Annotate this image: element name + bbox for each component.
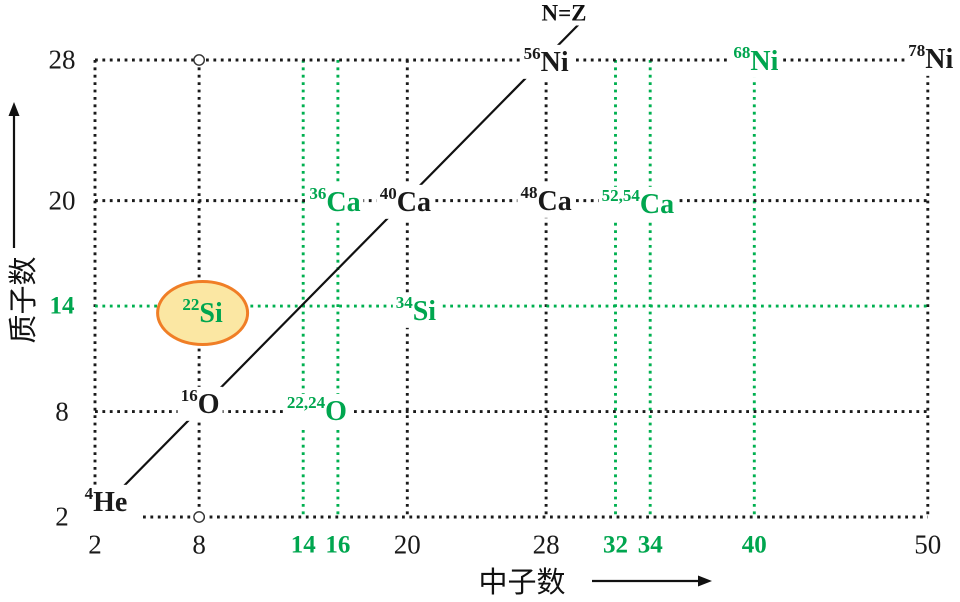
open-circle-marker-1	[193, 511, 206, 523]
nuclide-label-52,54Ca: 52,54Ca	[598, 185, 678, 222]
element-symbol: O	[197, 389, 220, 421]
mass-number: 4	[84, 483, 94, 503]
nuclide-label-22Si: 22Si	[179, 296, 225, 330]
element-symbol: Si	[412, 296, 437, 328]
element-symbol: O	[325, 396, 347, 428]
y-axis-title: 质子数	[6, 256, 40, 344]
element-symbol: Ni	[540, 47, 569, 79]
y-tick-label-20: 20	[48, 185, 76, 216]
x-tick-label-20: 20	[393, 529, 421, 560]
x-axis-arrow-head	[698, 575, 712, 587]
x-axis-title: 中子数	[478, 565, 566, 599]
open-circle-marker-0	[193, 54, 206, 66]
mass-number: 16	[180, 385, 198, 405]
x-tick-label-40: 40	[741, 531, 767, 559]
x-tick-label-14: 14	[290, 531, 316, 559]
x-tick-label-28: 28	[532, 529, 560, 560]
element-symbol: Ca	[396, 187, 432, 219]
nz-line-label: N=Z	[537, 0, 591, 26]
mass-number: 48	[520, 182, 538, 202]
element-symbol: Ni	[925, 44, 954, 76]
x-tick-label-2: 2	[88, 529, 102, 560]
x-tick-label-50: 50	[914, 529, 942, 560]
mass-number: 34	[395, 292, 413, 312]
nuclide-label-40Ca: 40Ca	[376, 183, 435, 220]
x-tick-label-34: 34	[637, 531, 663, 559]
x-tick-label-32: 32	[603, 531, 628, 559]
x-tick-label-16: 16	[325, 531, 351, 559]
y-axis-arrow-head	[8, 102, 20, 116]
y-tick-label-28: 28	[48, 44, 76, 75]
element-symbol: He	[93, 487, 128, 519]
y-tick-label-2: 2	[55, 501, 69, 532]
mass-number: 68	[733, 42, 751, 62]
nuclide-label-78Ni: 78Ni	[905, 40, 957, 77]
y-tick-label-14: 14	[49, 292, 75, 320]
element-symbol: Ca	[537, 186, 572, 218]
nuclide-label-22,24O: 22,24O	[283, 392, 350, 429]
nuclide-label-48Ca: 48Ca	[517, 182, 575, 219]
element-symbol: Ni	[750, 46, 779, 78]
element-symbol: Si	[199, 298, 223, 330]
element-symbol: Ca	[326, 187, 361, 219]
nuclide-label-36Ca: 36Ca	[306, 183, 364, 220]
mass-number: 52,54	[601, 185, 640, 205]
y-tick-label-8: 8	[55, 396, 69, 427]
nuclide-label-56Ni: 56Ni	[520, 43, 572, 80]
x-tick-label-8: 8	[192, 529, 206, 560]
nuclide-label-4He: 4He	[81, 483, 131, 520]
nuclide-label-34Si: 34Si	[392, 292, 440, 329]
nuclide-label-16O: 16O	[177, 385, 223, 422]
mass-number: 36	[309, 183, 327, 203]
mass-number: 40	[379, 183, 397, 203]
mass-number: 22	[182, 294, 200, 314]
nuclide-label-68Ni: 68Ni	[730, 42, 782, 79]
highlight-ellipse-22Si	[156, 279, 250, 346]
mass-number: 22,24	[286, 392, 326, 412]
mass-number: 56	[523, 43, 541, 63]
mass-number: 78	[908, 40, 926, 60]
element-symbol: Ca	[639, 189, 675, 221]
